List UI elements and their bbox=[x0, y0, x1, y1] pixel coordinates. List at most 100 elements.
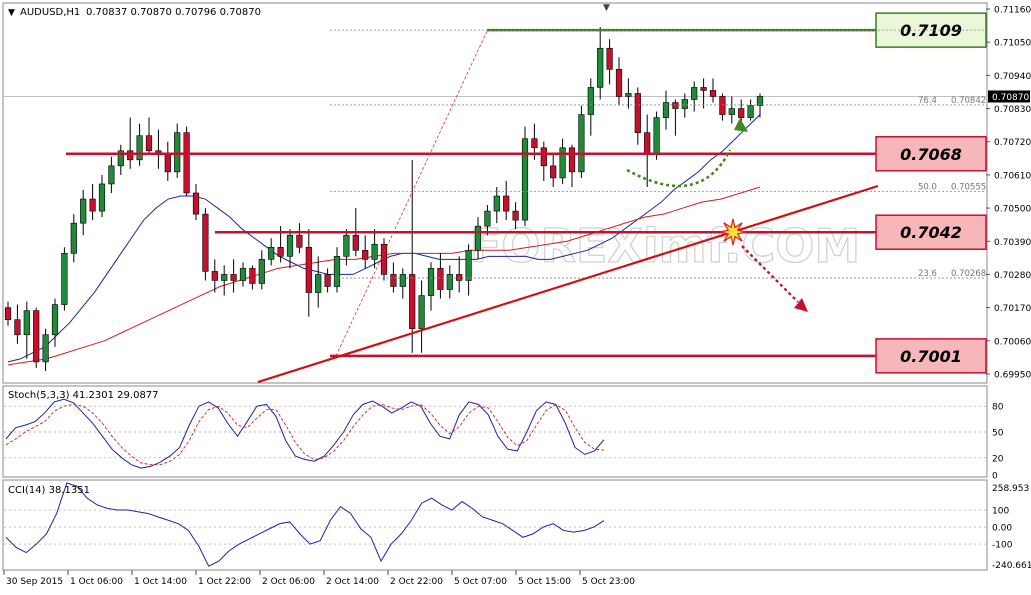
candle-body bbox=[662, 102, 670, 118]
stoch-main-line bbox=[5, 398, 605, 469]
cci-tick-label: 258.953 bbox=[992, 484, 1029, 494]
candle-body bbox=[183, 132, 190, 194]
candle-body bbox=[174, 132, 181, 173]
candle-body bbox=[98, 183, 106, 212]
candle-body bbox=[719, 96, 726, 115]
candle-body bbox=[362, 250, 369, 260]
price-tick-label: 0.70720 bbox=[994, 138, 1031, 148]
candle-body bbox=[493, 195, 500, 212]
stoch-panel-frame bbox=[2, 385, 988, 478]
candle-body bbox=[230, 274, 237, 281]
candle-body bbox=[418, 295, 425, 330]
cci-tick-label: -240.6619 bbox=[992, 561, 1031, 571]
current-price-label: 0.70870 bbox=[992, 93, 1029, 103]
candle-body bbox=[427, 268, 435, 296]
candle-body bbox=[756, 96, 764, 106]
candle-body bbox=[23, 310, 30, 336]
candle-body bbox=[521, 138, 529, 221]
time-tick-label: 5 Oct 15:00 bbox=[518, 577, 571, 587]
candle-body bbox=[296, 234, 303, 248]
chart-symbol-icon[interactable]: ▼ bbox=[8, 8, 15, 18]
candle-body bbox=[409, 274, 416, 330]
bullish-arrow-head-icon bbox=[734, 118, 748, 132]
candle-body bbox=[456, 274, 463, 281]
candle-body bbox=[192, 192, 200, 215]
fib-level-pct: 76.4 bbox=[918, 96, 937, 106]
cci-panel-frame bbox=[2, 479, 988, 571]
candle-body bbox=[343, 234, 350, 257]
stoch-tick-label: 80 bbox=[992, 403, 1004, 413]
time-tick-label: 2 Oct 22:00 bbox=[390, 577, 443, 587]
candle-body bbox=[691, 87, 698, 100]
candle-body bbox=[390, 274, 397, 287]
candle-body bbox=[89, 198, 96, 212]
price-tick-label: 0.70940 bbox=[994, 72, 1031, 82]
stoch-tick-label: 0 bbox=[992, 472, 998, 482]
candle-body bbox=[108, 165, 115, 185]
candle-body bbox=[324, 274, 331, 287]
cci-tick-label: 0.00 bbox=[992, 524, 1012, 534]
candle-body bbox=[728, 108, 735, 115]
breakout-burst-icon bbox=[719, 218, 747, 246]
candle-body bbox=[644, 132, 651, 155]
bearish-arrow-path bbox=[741, 245, 799, 303]
chart-shift-icon[interactable]: ▼ bbox=[603, 3, 610, 13]
candle-body bbox=[681, 99, 688, 109]
candle-body bbox=[559, 147, 566, 179]
support-trendline bbox=[257, 184, 879, 384]
candle-body bbox=[221, 274, 228, 281]
candle-body bbox=[738, 108, 745, 118]
candle-body bbox=[597, 47, 604, 88]
candle-body bbox=[305, 246, 312, 293]
candle-body bbox=[239, 268, 247, 281]
candle-body bbox=[70, 222, 77, 254]
candle-body bbox=[503, 195, 510, 212]
time-tick-label: 1 Oct 22:00 bbox=[198, 577, 251, 587]
candle-body bbox=[277, 246, 284, 257]
time-tick-label: 1 Oct 14:00 bbox=[134, 577, 187, 587]
candle-body bbox=[587, 87, 594, 115]
candle-body bbox=[268, 246, 275, 260]
price-panel-frame bbox=[2, 2, 988, 384]
candle-body bbox=[258, 259, 265, 284]
chart-ohlc: 0.70837 0.70870 0.70796 0.70870 bbox=[86, 7, 261, 18]
price-tick-label: 0.70830 bbox=[994, 105, 1031, 115]
candle-body bbox=[61, 253, 68, 305]
candle-body bbox=[127, 150, 134, 161]
candle-body bbox=[484, 210, 491, 227]
candle-body bbox=[371, 243, 378, 260]
stoch-signal-line bbox=[5, 403, 605, 466]
candle-body bbox=[625, 93, 632, 97]
candle-body bbox=[380, 243, 388, 275]
price-tick-label: 0.70170 bbox=[994, 304, 1031, 314]
level-box bbox=[875, 338, 987, 374]
candle-body bbox=[333, 256, 341, 287]
candle-body bbox=[474, 225, 482, 251]
candle-body bbox=[80, 198, 87, 224]
candle-body bbox=[136, 135, 143, 161]
chart-symbol: AUDUSD,H1 bbox=[20, 7, 80, 18]
candle-body bbox=[606, 47, 613, 70]
candle-body bbox=[399, 274, 406, 287]
candle-body bbox=[117, 150, 124, 167]
bearish-arrow-head-icon bbox=[794, 298, 808, 312]
candle-body bbox=[437, 268, 444, 290]
fib-level-pct: 23.6 bbox=[918, 269, 937, 279]
candle-body bbox=[51, 304, 59, 336]
level-box bbox=[875, 136, 987, 172]
cci-line bbox=[5, 482, 605, 567]
level-label: 0.7109 bbox=[900, 21, 962, 40]
candle-body bbox=[615, 69, 623, 97]
candle-body bbox=[202, 213, 209, 272]
candle-body bbox=[42, 334, 49, 363]
candle-body bbox=[33, 310, 40, 363]
candle-body bbox=[286, 234, 294, 257]
candle-body bbox=[634, 93, 641, 133]
candle-body bbox=[446, 274, 453, 290]
candle-body bbox=[672, 102, 679, 109]
candle-body bbox=[709, 90, 717, 97]
stoch-tick-label: 50 bbox=[992, 429, 1004, 439]
time-tick-label: 5 Oct 23:00 bbox=[582, 577, 635, 587]
fib-level-value: 0.70842 bbox=[951, 96, 986, 106]
